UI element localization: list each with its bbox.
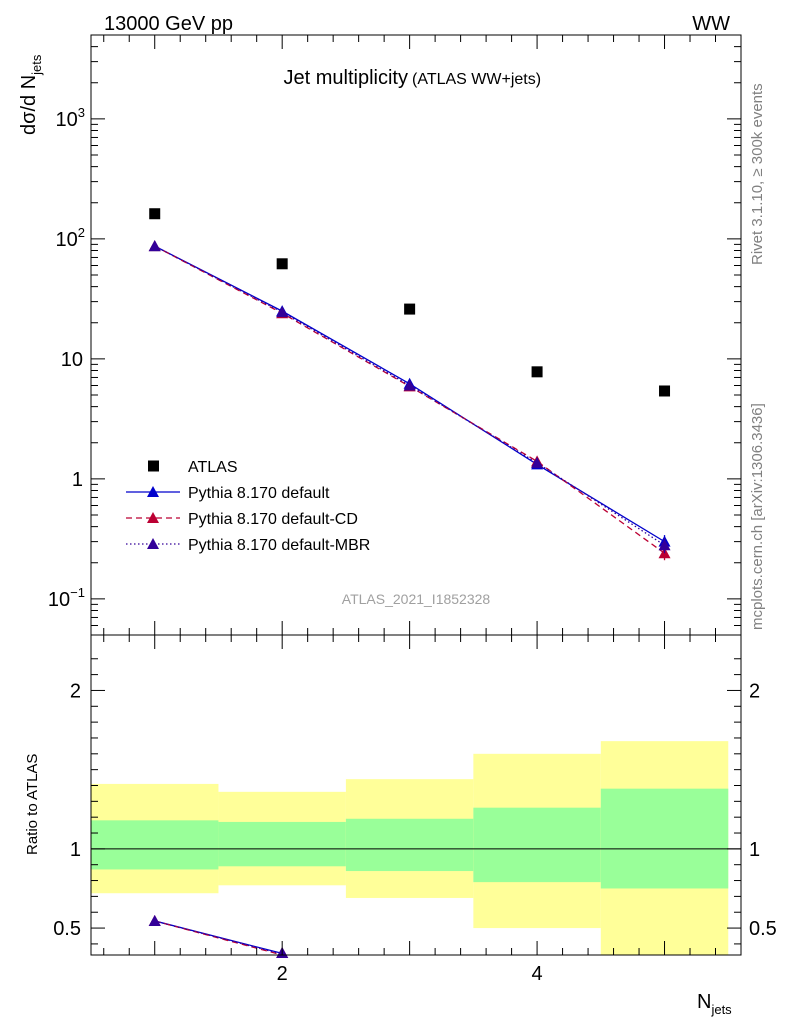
legend-marker-triangle [147, 512, 159, 523]
rivet-label: Rivet 3.1.10, ≥ 300k events [749, 83, 766, 265]
series-mbr [148, 240, 671, 554]
ratio-mbr-point [148, 914, 161, 926]
x-tick-label: 2 [277, 963, 288, 985]
legend-marker-triangle [147, 538, 159, 549]
cd-line [154, 245, 665, 554]
series-default [148, 240, 671, 550]
ratio-series-mbr [148, 914, 289, 958]
y-tick-base: 10 [48, 589, 70, 611]
ratio-y-tick-label-left: 1 [70, 839, 81, 861]
mbr-data-point [403, 379, 416, 391]
y-tick-exponent: −1 [70, 585, 85, 600]
mbr-data-point [148, 240, 161, 252]
main-subtitle: (ATLAS WW+jets) [412, 71, 541, 88]
ratio-series-default [148, 914, 289, 958]
y-tick-base: 10 [56, 229, 78, 251]
legend-item-atlas: ATLAS [148, 459, 238, 476]
mbr-data-point [658, 539, 671, 551]
legend-marker-square [148, 460, 159, 472]
atlas-data-point [149, 208, 161, 220]
ratio-y-tick-label-right: 1 [749, 839, 760, 861]
ratio-axes: 0.5 0.5 1 1 2 2 2 4 [53, 635, 777, 985]
y-tick-label: 10−1 [48, 585, 85, 611]
ratio-bands-layer [91, 741, 729, 955]
y-tick-exponent: 3 [78, 105, 85, 120]
energy-label: 13000 GeV pp [104, 13, 233, 35]
legend-item-mbr: Pythia 8.170 default-MBR [126, 537, 370, 554]
mcplots-label: mcplots.cern.ch [arXiv:1306.3436] [749, 403, 766, 630]
atlas-data-point [531, 366, 543, 378]
legend-label: Pythia 8.170 default [188, 485, 330, 502]
ratio-y-label: Ratio to ATLAS [24, 754, 41, 855]
ratio-y-tick-label-right: 2 [749, 680, 760, 702]
main-y-label-sub: jets [29, 54, 44, 76]
ratio-band-inner [345, 818, 474, 872]
mbr-data-point [276, 306, 289, 318]
legend-marker-triangle [147, 486, 159, 497]
ratio-band-inner [218, 821, 346, 867]
process-label: WW [692, 13, 730, 35]
ratio-band-inner [473, 807, 601, 883]
ratio-band-inner [600, 788, 729, 889]
legend-label: Pythia 8.170 default-MBR [188, 537, 370, 554]
series-atlas [149, 208, 671, 397]
x-axis-label-text: N [697, 991, 711, 1013]
ratio-y-tick-label-right: 0.5 [749, 918, 777, 940]
main-y-label: dσ/d Njets [18, 54, 44, 135]
ratio-y-tick-label-left: 0.5 [53, 918, 81, 940]
legend: ATLAS Pythia 8.170 default Pythia 8.170 de… [126, 459, 370, 554]
main-y-label-text: dσ/d N [18, 75, 40, 135]
ratio-series-layer [148, 914, 289, 958]
y-tick-base: 10 [56, 109, 78, 131]
legend-item-cd: Pythia 8.170 default-CD [126, 511, 358, 528]
main-title: Jet multiplicity [284, 67, 408, 89]
ratio-y-tick-label-left: 2 [70, 680, 81, 702]
x-tick-label: 4 [532, 963, 543, 985]
x-axis-label: Njets [697, 991, 732, 1017]
analysis-id-label: ATLAS_2021_I1852328 [342, 591, 491, 607]
y-tick-label: 10 [61, 349, 83, 371]
ratio-plot-panel: 0.5 0.5 1 1 2 2 2 4 Ratio to ATLAS Njets [24, 634, 777, 1017]
ratio-plot-frame [90, 634, 742, 956]
y-tick-label: 1 [72, 469, 83, 491]
legend-label: Pythia 8.170 default-CD [188, 511, 358, 528]
y-tick-label: 103 [56, 105, 85, 131]
ratio-default-line [154, 920, 283, 955]
x-axis-label-sub: jets [710, 1002, 732, 1017]
atlas-data-point [404, 303, 416, 315]
main-series-layer [148, 208, 671, 561]
ratio-band-inner [91, 820, 219, 870]
legend-item-default: Pythia 8.170 default [126, 485, 330, 502]
ratio-series-cd [148, 914, 289, 958]
y-tick-exponent: 2 [78, 225, 85, 240]
y-tick-label: 102 [56, 225, 85, 251]
atlas-data-point [659, 385, 671, 397]
ratio-cd-line [154, 920, 283, 956]
atlas-data-point [276, 258, 288, 270]
mbr-data-point [531, 456, 544, 468]
legend-label: ATLAS [188, 459, 238, 476]
